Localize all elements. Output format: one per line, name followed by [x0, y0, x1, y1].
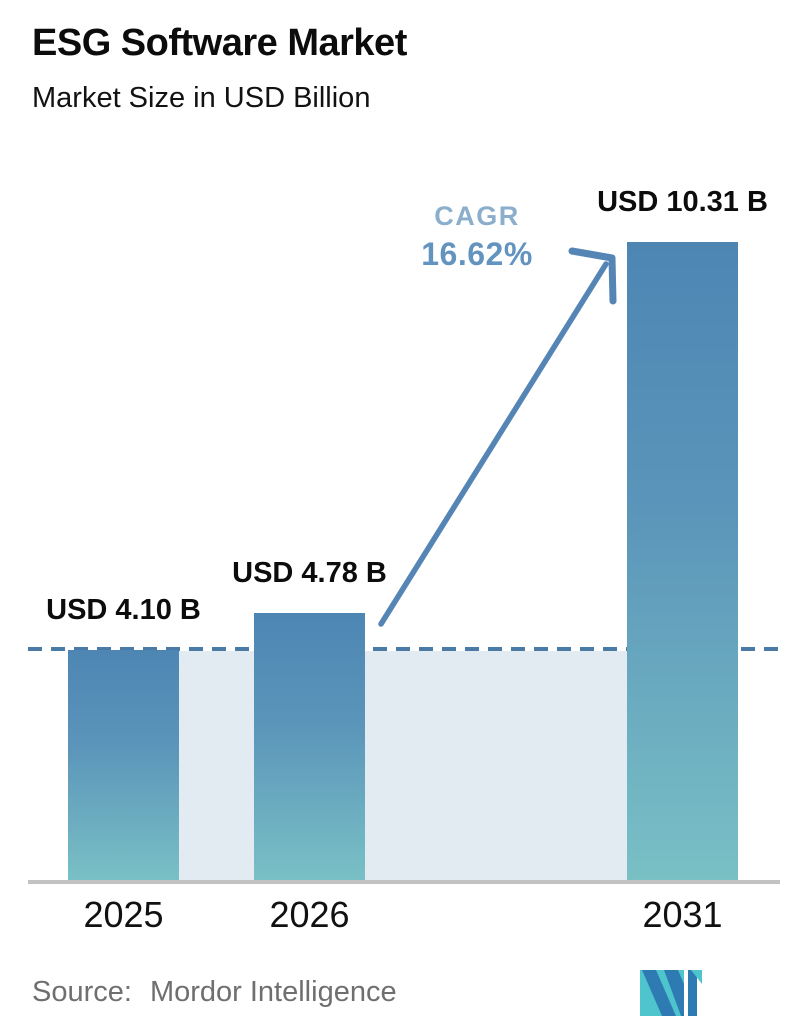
- bar-2026: [254, 613, 365, 880]
- source-attribution: Source: Mordor Intelligence: [32, 976, 397, 1009]
- x-axis-line: [28, 880, 780, 884]
- bar-2025: [68, 650, 179, 880]
- value-label-2026: USD 4.78 B: [232, 557, 387, 589]
- baseline-dashed-line: [28, 647, 783, 651]
- source-label: Source:: [32, 976, 132, 1008]
- cagr-callout: CAGR 16.62%: [397, 201, 557, 273]
- baseline-shade-region: [178, 651, 627, 880]
- value-label-2025: USD 4.10 B: [46, 594, 201, 626]
- x-tick-2031: 2031: [642, 894, 723, 935]
- x-tick-2025: 2025: [83, 894, 164, 935]
- x-tick-2026: 2026: [269, 894, 350, 935]
- source-value: Mordor Intelligence: [149, 976, 397, 1008]
- mordor-intelligence-logo: [640, 970, 702, 1016]
- bar-2031: [627, 242, 738, 880]
- cagr-label: CAGR: [434, 201, 520, 231]
- page-subtitle: Market Size in USD Billion: [32, 82, 371, 114]
- value-label-2031: USD 10.31 B: [597, 186, 768, 218]
- cagr-value: 16.62%: [421, 236, 533, 272]
- page-title: ESG Software Market: [32, 22, 407, 64]
